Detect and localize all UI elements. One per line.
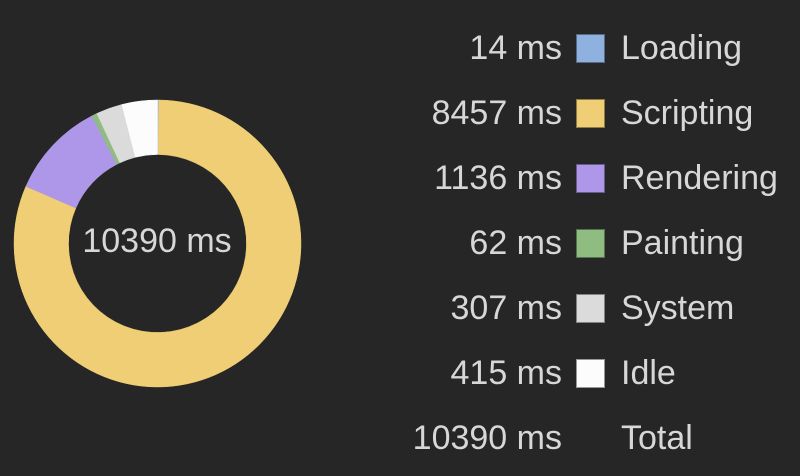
slice-idle [121,99,158,158]
legend-swatch-painting [576,229,605,258]
legend-label: Idle [621,354,676,392]
legend-label: Rendering [621,159,778,197]
legend-value: 14 ms [469,29,562,67]
legend: 14 ms Loading 8457 ms Scripting 1136 ms Rende… [400,16,800,471]
slice-scripting [13,99,302,388]
legend-label: Painting [621,224,744,262]
legend-value: 307 ms [450,289,563,327]
legend-value: 1136 ms [434,159,562,197]
legend-label: Total [621,419,693,457]
legend-row-rendering: 1136 ms Rendering [400,146,800,211]
legend-swatch-loading [576,34,605,63]
legend-value: 415 ms [450,354,563,392]
legend-label: System [621,289,735,327]
legend-swatch-system [576,294,605,323]
legend-swatch-scripting [576,99,605,128]
chart-center-total-label: 10390 ms [82,221,232,260]
legend-row-scripting: 8457 ms Scripting [400,81,800,146]
legend-row-loading: 14 ms Loading [400,16,800,81]
legend-label: Loading [621,29,743,67]
legend-row-painting: 62 ms Painting [400,211,800,276]
legend-row-system: 307 ms System [400,276,800,341]
legend-value: 10390 ms [412,419,562,457]
legend-label: Scripting [621,94,754,132]
legend-swatch-rendering [576,164,605,193]
legend-row-idle: 415 ms Idle [400,341,800,406]
legend-value: 8457 ms [431,94,562,132]
legend-swatch-idle [576,359,605,388]
legend-row-total: 10390 ms Total [400,406,800,471]
legend-value: 62 ms [469,224,562,262]
